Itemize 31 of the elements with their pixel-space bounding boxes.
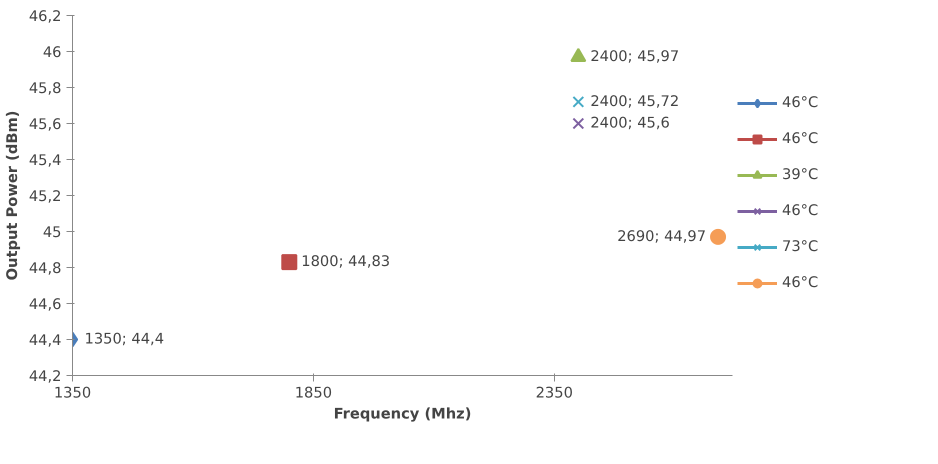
y-tick-label: 45,2 xyxy=(28,188,62,205)
y-tick-label: 44,6 xyxy=(28,296,62,313)
y-tick-label: 45,4 xyxy=(28,152,62,169)
data-label: 1800; 44,83 xyxy=(301,253,390,270)
legend-label: 46°C xyxy=(782,130,818,147)
y-axis-title: Output Power (dBm) xyxy=(4,110,21,280)
y-tick-label: 45,8 xyxy=(28,80,62,97)
x-tick-label: 1850 xyxy=(294,384,332,402)
y-tick-label: 46,2 xyxy=(28,8,62,25)
point xyxy=(572,96,584,108)
legend-label: 39°C xyxy=(782,166,818,183)
y-tick-label: 44,8 xyxy=(28,260,62,277)
data-label: 2400; 45,97 xyxy=(590,48,680,65)
x-tick-label: 1350 xyxy=(54,384,92,402)
x-tick-label: 2350 xyxy=(536,384,573,402)
x-axis-title: Frequency (Mhz) xyxy=(334,406,472,422)
y-tick-label: 46 xyxy=(42,44,62,61)
y-tick-label: 45 xyxy=(42,224,62,241)
legend-label: 46°C xyxy=(782,202,818,219)
data-label: 2690; 44,97 xyxy=(617,228,706,245)
point xyxy=(572,118,584,130)
legend-label: 46°C xyxy=(782,274,818,291)
data-label: 2400; 45,6 xyxy=(590,114,670,132)
data-label: 2400; 45,72 xyxy=(590,92,680,110)
point xyxy=(710,228,726,245)
y-tick-label: 45,6 xyxy=(28,116,62,133)
y-tick-label: 44,2 xyxy=(28,368,62,385)
data-label: 1350; 44,4 xyxy=(84,330,164,348)
legend-label: 46°C xyxy=(782,94,818,111)
legend-label: 73°C xyxy=(782,238,818,255)
y-tick-label: 44,4 xyxy=(28,332,62,349)
